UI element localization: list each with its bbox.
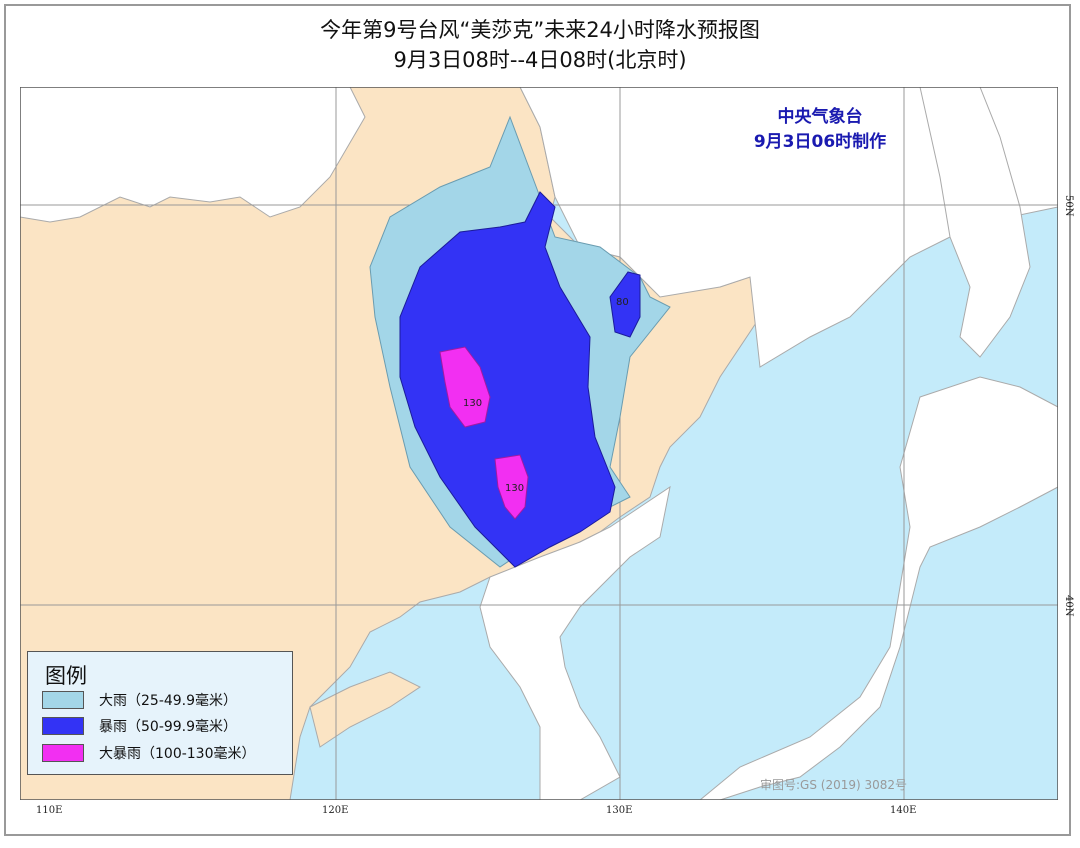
- max-label-130-b: 130: [505, 483, 524, 494]
- issuer-name: 中央气象台: [777, 107, 863, 127]
- legend-item-rainstorm: 暴雨（50-99.9毫米）: [42, 716, 237, 736]
- legend-label: 大暴雨（100-130毫米）: [99, 746, 256, 762]
- lon-tick-120: 120E: [322, 805, 349, 816]
- legend-item-extreme-rainstorm: 大暴雨（100-130毫米）: [42, 743, 256, 763]
- legend-label: 暴雨（50-99.9毫米）: [99, 719, 238, 735]
- extreme-rainstorm-area-2: [494, 454, 529, 520]
- max-label-80: 80: [616, 297, 629, 308]
- graticule: [20, 87, 1058, 800]
- lon-tick-140: 140E: [890, 805, 917, 816]
- legend-label: 大雨（25-49.9毫米）: [99, 693, 238, 709]
- max-label-130-a: 130: [463, 398, 482, 409]
- sakhalin-land: [919, 87, 1031, 358]
- map-title: 今年第9号台风“美莎克”未来24小时降水预报图: [320, 18, 760, 42]
- lat-tick-40: 40N: [1063, 595, 1074, 617]
- mongolia-land: [20, 87, 366, 223]
- shandong-peninsula: [309, 671, 421, 748]
- rainstorm-area-small: [609, 271, 641, 338]
- lat-tick-50: 50N: [1063, 195, 1074, 217]
- map-subtitle: 9月3日08时--4日08时(北京时): [393, 48, 687, 72]
- extreme-rainstorm-area-1: [439, 346, 491, 428]
- lon-tick-130: 130E: [606, 805, 633, 816]
- lon-tick-110: 110E: [36, 805, 63, 816]
- legend-swatch: [42, 744, 84, 762]
- legend-swatch: [42, 691, 84, 709]
- legend: 图例 大雨（25-49.9毫米） 暴雨（50-99.9毫米） 大暴雨（100-1…: [27, 651, 293, 775]
- korea-land: [479, 485, 671, 800]
- rainstorm-area: [399, 191, 616, 568]
- japan-land: [699, 376, 1058, 800]
- legend-item-heavy-rain: 大雨（25-49.9毫米）: [42, 690, 237, 710]
- legend-title: 图例: [45, 664, 87, 688]
- issue-time: 9月3日06时制作: [753, 132, 887, 152]
- map-approval-number: 审图号:GS (2019) 3082号: [760, 778, 908, 792]
- figure-frame: [4, 4, 1071, 836]
- legend-swatch: [42, 717, 84, 735]
